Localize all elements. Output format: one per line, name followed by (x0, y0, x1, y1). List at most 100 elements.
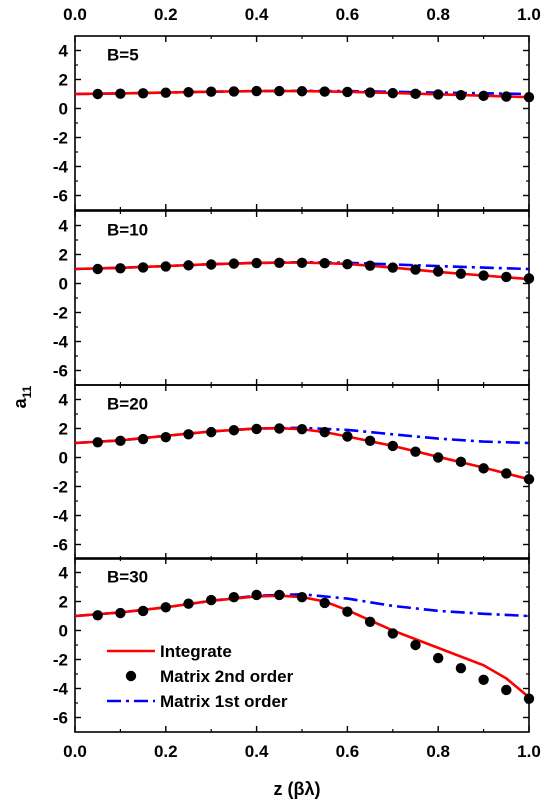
data-point (523, 273, 535, 284)
data-point (137, 262, 149, 273)
data-point (206, 426, 217, 438)
data-point (160, 87, 171, 98)
data-point (274, 85, 285, 97)
data-point (364, 87, 376, 98)
data-point (206, 259, 217, 270)
data-point (342, 259, 353, 270)
data-point (251, 423, 262, 435)
data-point (410, 264, 421, 275)
y-tick-label: 2 (59, 246, 68, 265)
data-point (160, 261, 171, 272)
data-point (183, 87, 194, 98)
y-tick-label: -2 (53, 129, 68, 148)
data-point (433, 452, 444, 463)
data-point (501, 91, 512, 102)
data-point (455, 663, 467, 674)
data-point (228, 86, 240, 97)
data-point (478, 90, 489, 102)
legend: Integrate Matrix 2nd order Matrix 1st orde… (107, 642, 294, 711)
panel-b-30: 4 2 0 -2 -4 -6 B=30 (53, 557, 535, 733)
data-point (387, 628, 398, 639)
panel-b-5: 4 2 0 -2 -4 -6 B=5 (53, 35, 535, 211)
legend-entry-integrate: Integrate (107, 642, 232, 661)
data-point (115, 607, 126, 619)
x-tick-label-bottom: 0.6 (336, 742, 360, 761)
data-point (319, 86, 330, 97)
data-point (342, 86, 353, 98)
data-point (228, 258, 240, 269)
data-point (92, 88, 103, 100)
y-axis-label-subscript: 11 (20, 385, 34, 398)
data-point (501, 684, 512, 696)
data-point (251, 85, 262, 97)
y-axis-label: a11 (10, 385, 34, 408)
y-tick-label: 0 (59, 449, 68, 468)
data-point (92, 263, 103, 275)
x-tick-label-top: 0.4 (245, 5, 269, 24)
data-point (137, 605, 149, 617)
x-tick-label-top: 0.6 (336, 5, 360, 24)
data-point (501, 271, 512, 283)
data-point (296, 424, 308, 435)
x-tick-label-bottom: 0.8 (426, 742, 450, 761)
data-point (455, 268, 467, 279)
data-point (342, 606, 353, 617)
data-point (183, 598, 194, 609)
data-point (183, 429, 194, 440)
data-point (478, 270, 489, 281)
data-point (319, 426, 330, 438)
data-point (206, 594, 217, 606)
data-point (410, 446, 421, 457)
data-point (115, 435, 126, 447)
data-point (433, 89, 444, 100)
y-tick-label: -4 (53, 680, 69, 699)
data-point (523, 693, 535, 704)
data-point (183, 260, 194, 271)
x-tick-label-top: 0.0 (63, 5, 87, 24)
data-point (228, 591, 240, 603)
data-point (206, 86, 217, 97)
data-point (319, 597, 330, 609)
y-axis-label-main: a (10, 397, 30, 408)
y-tick-label: -6 (53, 362, 68, 381)
data-point (160, 432, 171, 443)
data-point (387, 87, 398, 99)
y-tick-label: 4 (59, 564, 69, 583)
data-point (523, 91, 535, 103)
data-point (501, 468, 512, 479)
data-point (410, 639, 421, 651)
x-tick-label-bottom: 0.4 (245, 742, 269, 761)
data-point (137, 88, 149, 99)
legend-marker (125, 670, 137, 682)
y-tick-label: 0 (59, 622, 68, 641)
data-point (387, 262, 398, 273)
series-matrix-2nd-order (92, 257, 535, 284)
data-point (274, 589, 285, 601)
series-matrix-2nd-order (92, 85, 535, 103)
x-tick-label-top: 1.0 (517, 5, 541, 24)
y-tick-label: -6 (53, 709, 68, 728)
data-point (92, 610, 103, 621)
y-tick-label: 4 (59, 217, 69, 236)
y-tick-label: 2 (59, 593, 68, 612)
legend-entry-matrix-1st-order: Matrix 1st order (107, 692, 288, 711)
data-point (274, 257, 285, 268)
data-point (274, 423, 285, 434)
y-tick-label: -2 (53, 651, 68, 670)
y-tick-label: -4 (53, 158, 69, 177)
data-point (251, 589, 262, 601)
y-tick-label: -2 (53, 478, 68, 497)
data-point (455, 89, 467, 101)
data-point (115, 88, 126, 99)
data-point (433, 652, 444, 664)
panel-b-20: 4 2 0 -2 -4 -6 B=20 (53, 384, 535, 560)
panel-frame (74, 35, 530, 211)
x-tick-label-bottom: 1.0 (517, 742, 541, 761)
data-point (251, 257, 262, 269)
y-tick-label: -4 (53, 507, 69, 526)
data-point (296, 591, 308, 603)
y-tick-label: 2 (59, 420, 68, 439)
legend-label: Matrix 2nd order (160, 667, 294, 686)
data-point (387, 440, 398, 452)
data-point (319, 258, 330, 269)
